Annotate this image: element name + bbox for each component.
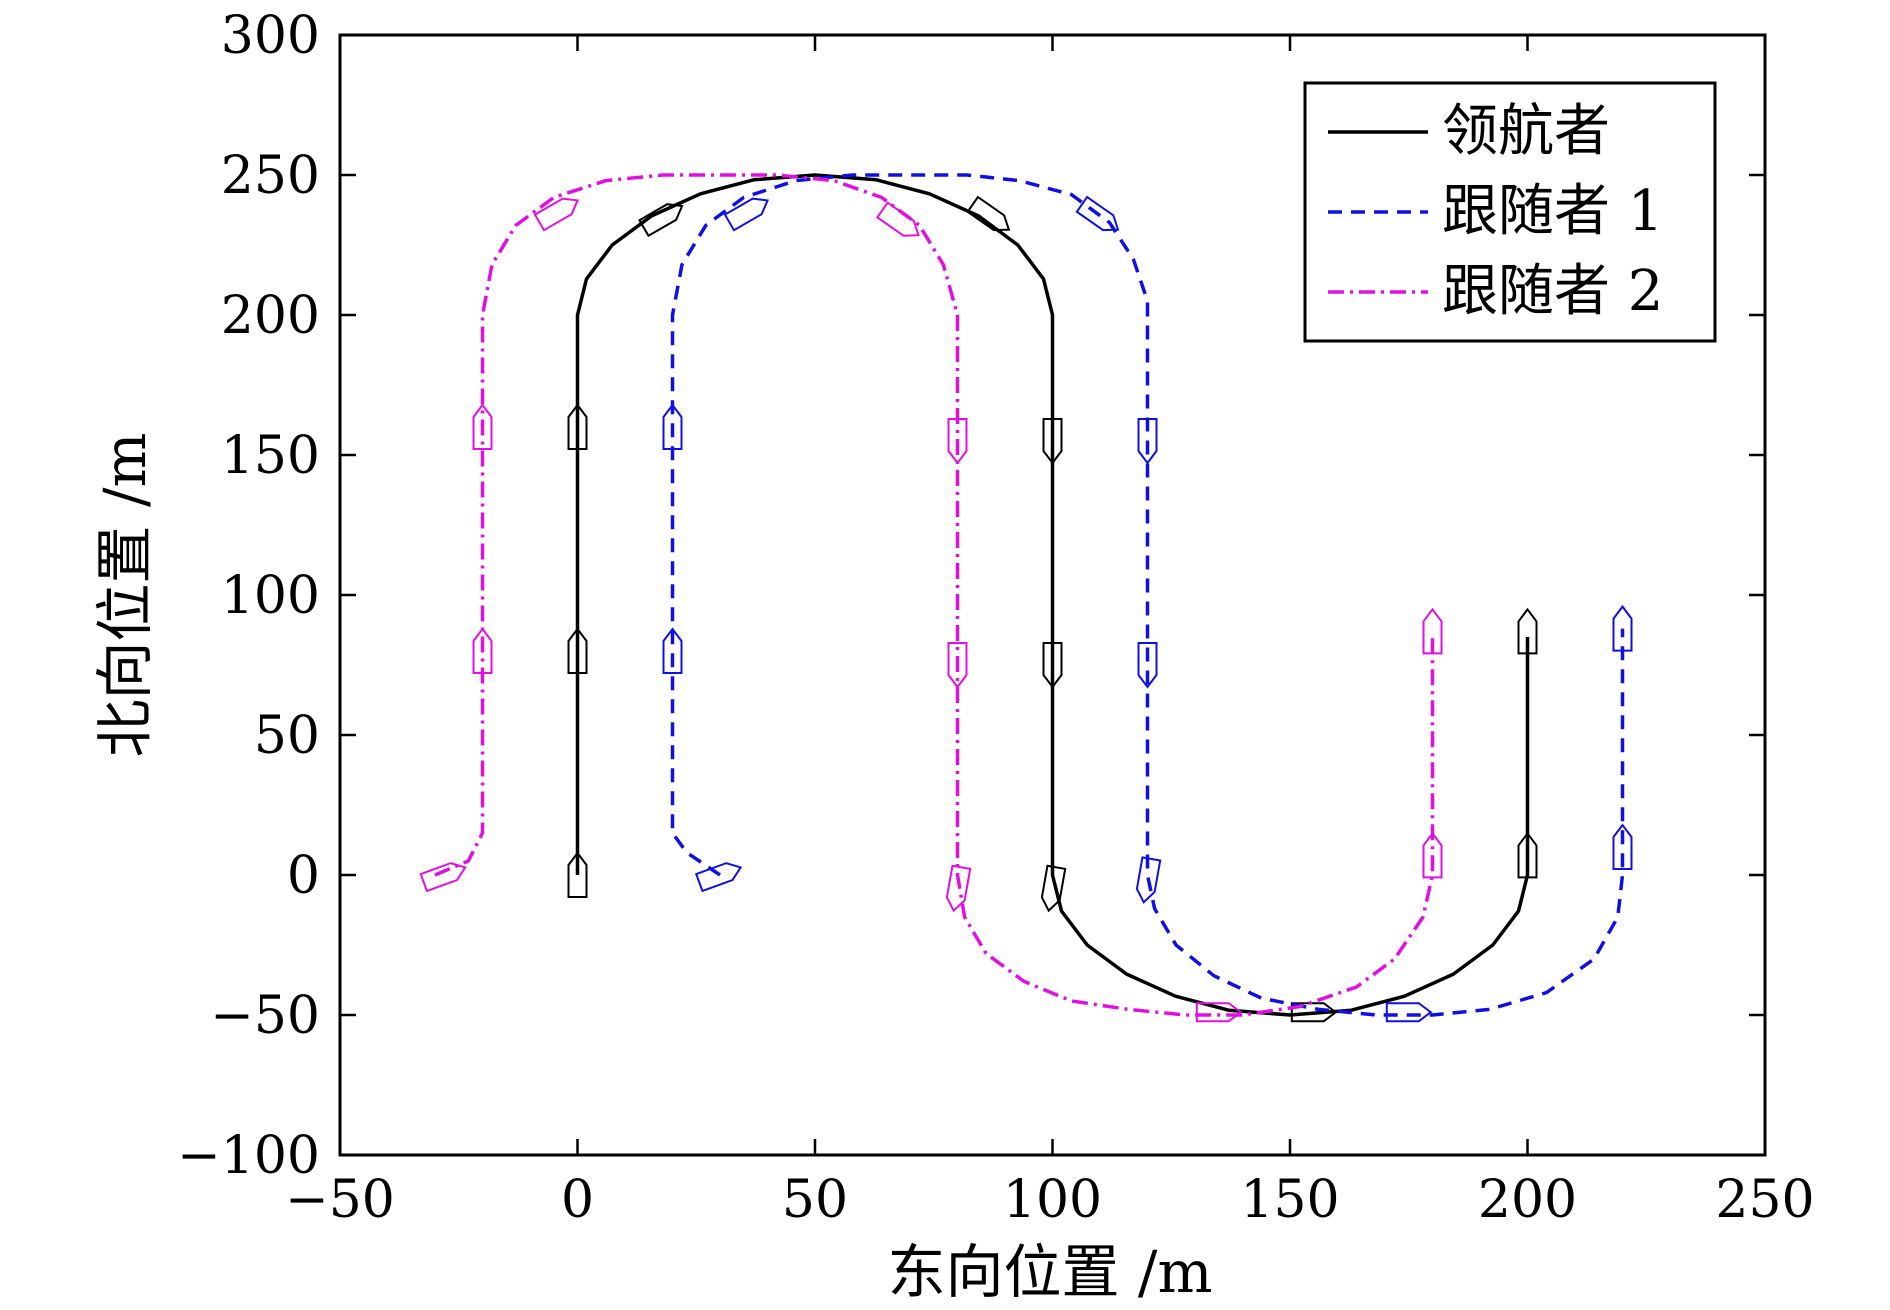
x-tick-label: 250 — [1715, 1170, 1814, 1230]
legend: 领航者 跟随者 1 跟随者 2 — [1303, 81, 1717, 343]
boat-marker — [1137, 642, 1158, 689]
boat-marker — [1075, 195, 1120, 232]
y-tick-label: 100 — [221, 566, 320, 626]
boat-marker — [947, 418, 968, 465]
x-tick-label: −50 — [285, 1170, 395, 1230]
boat-marker — [567, 851, 588, 898]
boat-marker — [1042, 642, 1063, 689]
boat-marker — [1135, 856, 1162, 904]
boat-marker — [947, 642, 968, 689]
legend-label-follower-2: 跟随者 2 — [1442, 259, 1663, 324]
boat-marker — [1517, 831, 1538, 879]
x-tick-label: 50 — [782, 1170, 848, 1230]
series-line-3 — [434, 173, 1435, 1017]
y-tick-label: 300 — [221, 6, 320, 66]
plot-layer — [419, 173, 1633, 1023]
series-line-2 — [670, 173, 1625, 1017]
ticks-layer: −50 0 50 100 150 200 250−100−50050100150200250… — [177, 6, 1814, 1230]
boat-marker — [966, 195, 1011, 232]
boat-marker — [945, 864, 972, 913]
boat-marker — [875, 201, 920, 237]
boat-marker — [1422, 831, 1443, 879]
boat-marker — [1042, 418, 1063, 465]
boat-marker — [533, 197, 579, 232]
boat-marker — [419, 862, 467, 893]
y-tick-label: 0 — [287, 846, 320, 906]
legend-label-follower-1: 跟随者 1 — [1442, 179, 1663, 244]
y-tick-label: 250 — [221, 146, 320, 206]
legend-box — [1303, 81, 1717, 343]
y-tick-label: −50 — [210, 986, 320, 1046]
boat-marker — [662, 627, 683, 674]
boat-marker — [567, 403, 588, 450]
boat-marker — [472, 403, 493, 450]
boat-marker — [723, 197, 769, 232]
boat-marker — [1040, 864, 1067, 913]
y-tick-label: −100 — [177, 1126, 320, 1186]
x-tick-label: 150 — [1240, 1170, 1339, 1230]
y-tick-label: 150 — [221, 426, 320, 486]
x-axis-label: 东向位置 /m — [888, 1238, 1213, 1306]
boat-marker — [638, 203, 684, 238]
boat-marker — [1385, 1002, 1433, 1023]
x-tick-label: 200 — [1478, 1170, 1577, 1230]
boat-marker — [1290, 1002, 1338, 1023]
legend-label-leader: 领航者 — [1442, 99, 1610, 164]
boat-marker — [1517, 607, 1538, 655]
boat-marker — [1422, 607, 1443, 655]
y-tick-label: 200 — [221, 286, 320, 346]
boat-marker — [1195, 1002, 1243, 1023]
boat-marker — [472, 627, 493, 674]
boat-marker — [1137, 418, 1158, 465]
x-tick-label: 100 — [1003, 1170, 1102, 1230]
y-axis-label: 北向位置 /m — [91, 433, 159, 758]
boat-marker — [567, 627, 588, 674]
boat-marker — [662, 403, 683, 450]
boat-marker — [694, 862, 743, 893]
boat-marker — [1612, 823, 1633, 870]
y-tick-label: 50 — [254, 706, 320, 766]
x-tick-label: 0 — [561, 1170, 594, 1230]
boat-marker — [1612, 604, 1633, 652]
